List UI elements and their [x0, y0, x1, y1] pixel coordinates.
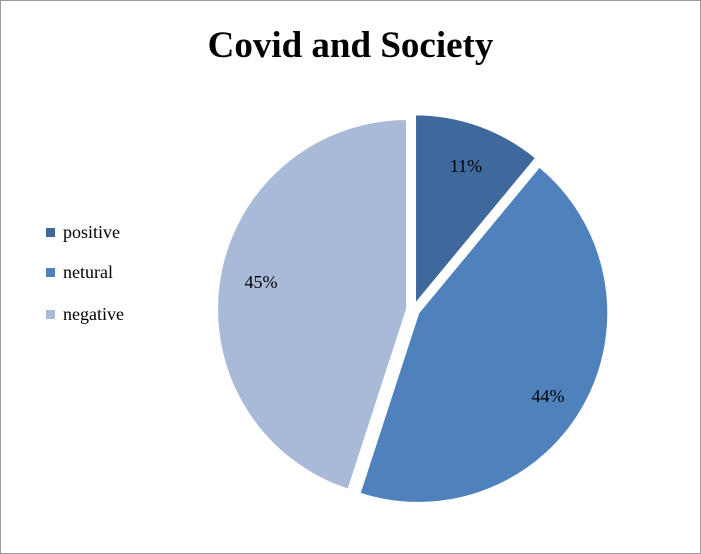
data-label-netural: 44% — [532, 386, 565, 406]
legend-swatch-netural — [46, 268, 55, 277]
data-label-positive: 11% — [450, 156, 482, 176]
legend-swatch-negative — [46, 310, 55, 319]
data-label-negative: 45% — [245, 272, 278, 292]
legend-swatch-positive — [46, 228, 55, 237]
legend-label-netural: netural — [63, 262, 113, 282]
pie-slice-positive — [414, 113, 538, 308]
pie-slice-negative — [216, 118, 409, 492]
legend-label-positive: positive — [63, 222, 120, 242]
chart-title: Covid and Society — [207, 25, 494, 66]
legend-label-negative: negative — [63, 304, 124, 324]
pie-slice-netural — [358, 165, 610, 504]
